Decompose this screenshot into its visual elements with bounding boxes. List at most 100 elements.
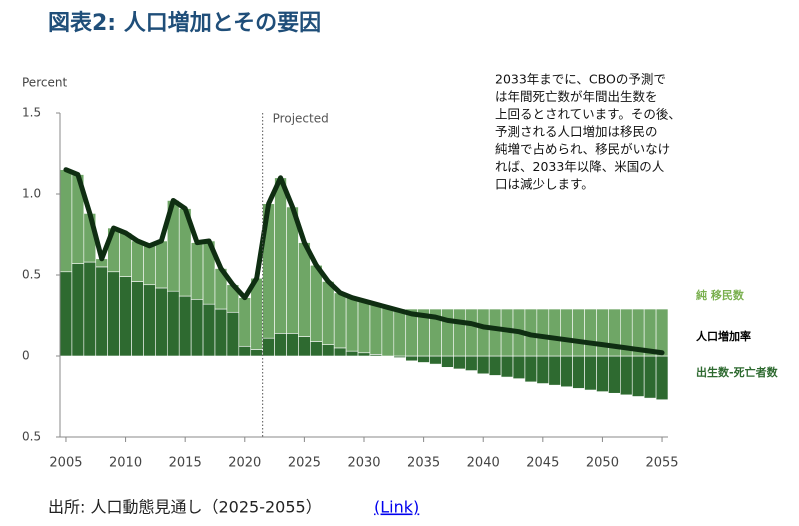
bar xyxy=(524,355,538,383)
bar xyxy=(548,355,562,386)
x-tick-label: 2030 xyxy=(347,456,380,471)
bar xyxy=(393,308,407,357)
growth-line xyxy=(63,167,665,356)
bar xyxy=(190,298,204,357)
bar xyxy=(226,311,240,357)
bar xyxy=(274,177,287,334)
bar xyxy=(202,303,216,357)
bar xyxy=(131,240,144,282)
y-tick-label: 0.5 xyxy=(22,268,41,282)
x-tick-label: 2055 xyxy=(645,456,678,471)
legend-label: 純 移民数 xyxy=(696,288,745,302)
bar xyxy=(143,245,156,286)
bar xyxy=(465,355,478,371)
x-tick-label: 2035 xyxy=(407,456,440,471)
annotation-line: 口は減少します。 xyxy=(495,177,594,192)
bar xyxy=(655,308,669,357)
bar xyxy=(310,264,323,342)
annotation-line: は年間死亡数が年間出生数を xyxy=(495,89,658,104)
bar xyxy=(59,169,73,273)
projected-label: Projected xyxy=(273,112,329,126)
bar xyxy=(572,308,585,357)
x-tick-label: 2020 xyxy=(228,456,261,471)
bar xyxy=(476,308,490,357)
bar xyxy=(95,266,108,357)
bar xyxy=(119,276,132,357)
bar xyxy=(143,284,156,357)
bar xyxy=(465,308,478,357)
bar xyxy=(655,355,669,401)
source-link[interactable]: (Link) xyxy=(374,498,419,517)
bar xyxy=(345,350,359,357)
bar xyxy=(488,308,502,357)
y-tick-label: 0 xyxy=(22,349,30,363)
source: 出所: 人口動態見通し（2025-2055） xyxy=(48,498,322,517)
bar xyxy=(536,308,550,357)
bar xyxy=(321,281,335,345)
bar xyxy=(298,336,311,357)
bar xyxy=(238,297,252,347)
bar xyxy=(608,355,621,394)
bar xyxy=(155,287,168,357)
bar xyxy=(429,355,442,365)
bar xyxy=(548,308,562,357)
bar xyxy=(131,281,144,357)
bar xyxy=(155,240,168,289)
bar xyxy=(453,308,466,357)
bar xyxy=(119,232,132,277)
bar xyxy=(536,355,550,384)
bar xyxy=(417,355,430,363)
y-tick-label: 1.0 xyxy=(22,187,41,201)
bar xyxy=(620,355,633,396)
bar xyxy=(560,355,573,388)
bar xyxy=(59,271,73,357)
bar xyxy=(453,355,466,370)
y-tick-label: 0.5 xyxy=(22,430,41,444)
bar xyxy=(310,341,323,357)
bar xyxy=(500,355,514,378)
bar xyxy=(357,352,371,357)
bar xyxy=(560,308,573,357)
bar xyxy=(298,242,311,337)
bar xyxy=(274,333,287,357)
bar xyxy=(357,300,371,354)
chart-title: 図表2: 人口増加とその要因 xyxy=(48,10,321,36)
bar xyxy=(286,333,299,357)
bar xyxy=(369,303,383,355)
bar xyxy=(512,355,526,379)
bar xyxy=(441,308,454,357)
bar xyxy=(476,355,490,375)
bar xyxy=(262,337,275,357)
bar xyxy=(190,242,204,300)
x-tick-label: 2050 xyxy=(586,456,619,471)
annotation-line: れば、2033年以降、米国の人 xyxy=(495,159,665,174)
bar xyxy=(631,355,645,397)
bar xyxy=(584,355,597,391)
annotation-line: 純増で占められ、移民がいなけ xyxy=(495,142,670,157)
x-tick-label: 2010 xyxy=(109,456,142,471)
bar xyxy=(572,355,585,389)
bar xyxy=(166,290,180,357)
y-tick-label: 1.5 xyxy=(22,106,41,120)
bar xyxy=(214,308,228,357)
bar xyxy=(345,297,359,352)
bar xyxy=(333,292,347,349)
bar xyxy=(584,308,597,357)
bar xyxy=(441,355,454,368)
bar xyxy=(405,355,418,362)
x-tick-label: 2005 xyxy=(49,456,82,471)
x-tick-label: 2045 xyxy=(526,456,559,471)
y-axis-label: Percent xyxy=(22,76,67,90)
bar xyxy=(381,307,395,357)
legend-label: 出生数-死亡者数 xyxy=(696,365,779,379)
bar xyxy=(596,308,609,357)
bar xyxy=(178,295,192,357)
x-tick-label: 2015 xyxy=(169,456,202,471)
annotation-line: 上回るとされています。その後、 xyxy=(495,107,681,122)
bar xyxy=(321,344,335,357)
x-tick-label: 2025 xyxy=(288,456,321,471)
bar xyxy=(83,261,97,357)
bar xyxy=(250,349,263,357)
x-tick-label: 2040 xyxy=(467,456,500,471)
